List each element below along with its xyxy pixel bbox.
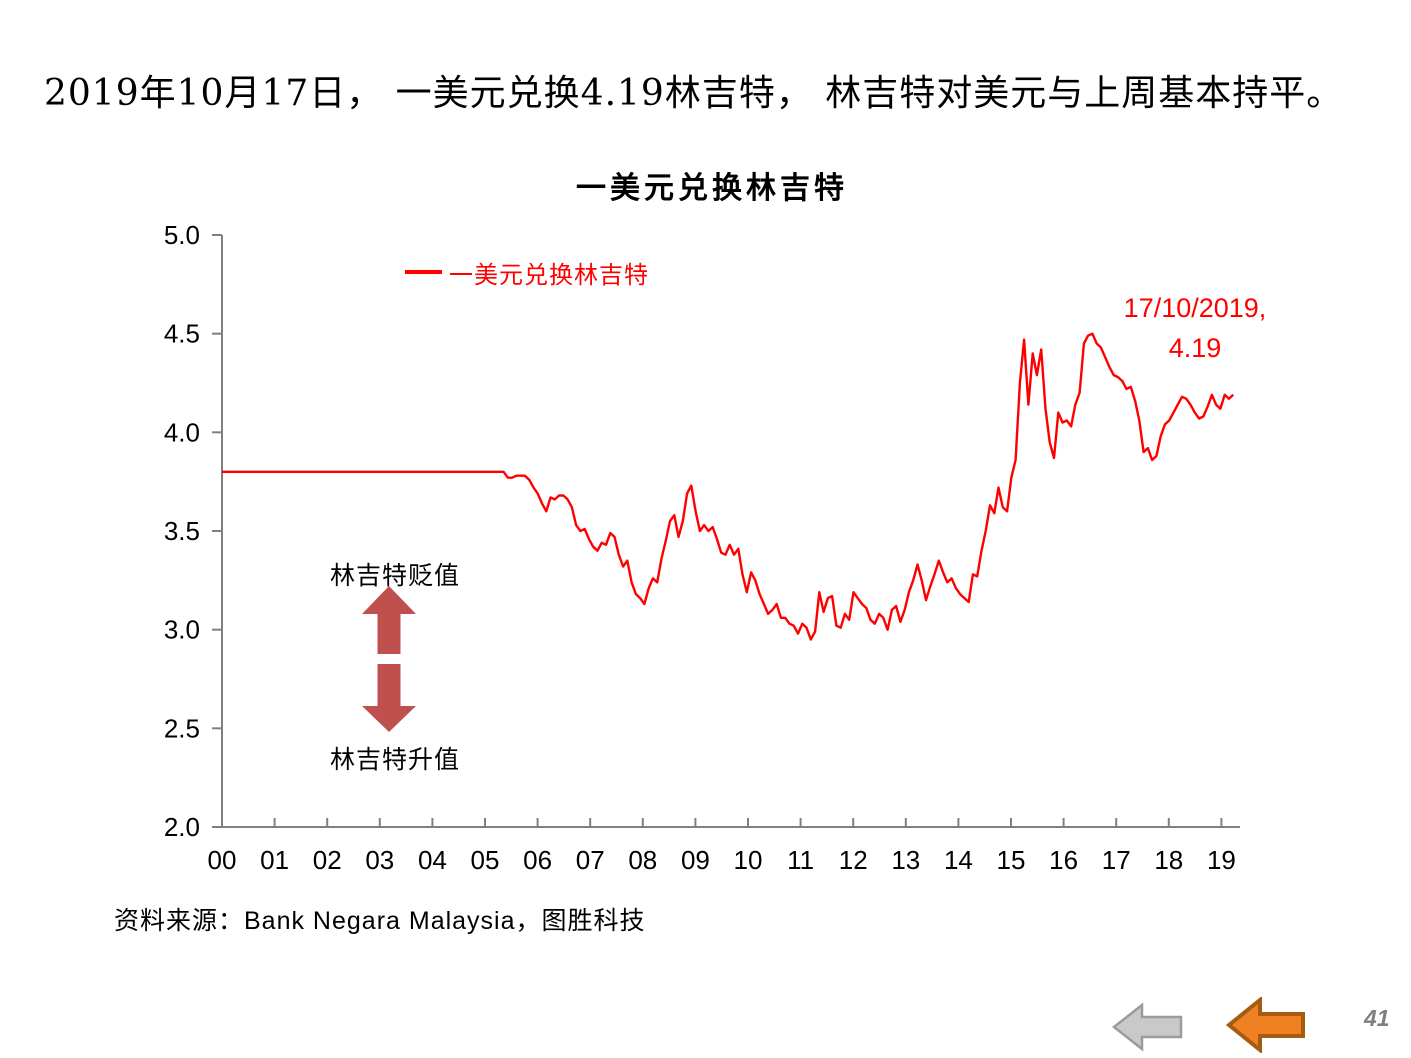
x-tick-label: 16 — [1049, 845, 1078, 875]
down-arrow-shape — [362, 664, 416, 732]
x-tick-label: 13 — [891, 845, 920, 875]
up-arrow-shape — [362, 586, 416, 654]
x-tick-label: 10 — [734, 845, 763, 875]
y-tick-label: 4.0 — [164, 417, 200, 447]
appreciation-label: 林吉特升值 — [329, 746, 460, 774]
legend-line-swatch — [405, 270, 442, 274]
x-tick-label: 07 — [576, 845, 605, 875]
x-tick-label: 06 — [523, 845, 552, 875]
nav-back-orange-shape[interactable] — [1226, 997, 1305, 1053]
x-tick-label: 15 — [997, 845, 1026, 875]
nav-back-gray-shape[interactable] — [1112, 1002, 1183, 1052]
x-tick-label: 03 — [365, 845, 394, 875]
x-tick-label: 14 — [944, 845, 973, 875]
depreciation-label: 林吉特贬值 — [329, 562, 460, 590]
x-tick-label: 09 — [681, 845, 710, 875]
x-tick-label: 04 — [418, 845, 447, 875]
point-annotation-date: 17/10/2019, — [1123, 293, 1267, 323]
page-number: 41 — [1364, 1005, 1390, 1031]
point-annotation-value: 4.19 — [1168, 333, 1222, 363]
x-tick-label: 12 — [839, 845, 868, 875]
chart-title: 一美元兑换林吉特 — [576, 172, 848, 205]
legend-label: 一美元兑换林吉特 — [449, 261, 649, 289]
headline: 2019年10月17日， 一美元兑换4.19林吉特， 林吉特对美元与上周基本持平… — [44, 73, 1344, 114]
up-arrow-icon — [362, 586, 416, 654]
x-tick-label: 01 — [260, 845, 289, 875]
source-note: 资料来源：Bank Negara Malaysia，图胜科技 — [114, 907, 646, 935]
x-tick-label: 18 — [1154, 845, 1183, 875]
nav-back-gray-icon[interactable] — [1112, 1002, 1184, 1052]
down-arrow-icon — [362, 664, 416, 732]
x-tick-label: 08 — [628, 845, 657, 875]
y-tick-label: 3.5 — [164, 516, 200, 546]
x-tick-label: 17 — [1102, 845, 1131, 875]
y-tick-label: 4.5 — [164, 319, 200, 349]
y-tick-label: 2.5 — [164, 713, 200, 743]
y-tick-label: 3.0 — [164, 615, 200, 645]
x-tick-label: 19 — [1207, 845, 1236, 875]
x-tick-label: 00 — [208, 845, 237, 875]
x-tick-label: 02 — [313, 845, 342, 875]
nav-back-orange-icon[interactable] — [1226, 997, 1306, 1053]
chart-legend: 一美元兑换林吉特 — [405, 258, 649, 289]
point-annotation: 17/10/2019, 4.19 — [1095, 288, 1295, 368]
y-tick-label: 2.0 — [164, 812, 200, 842]
y-tick-label: 5.0 — [164, 220, 200, 250]
x-tick-label: 05 — [471, 845, 500, 875]
x-tick-label: 11 — [787, 845, 814, 875]
